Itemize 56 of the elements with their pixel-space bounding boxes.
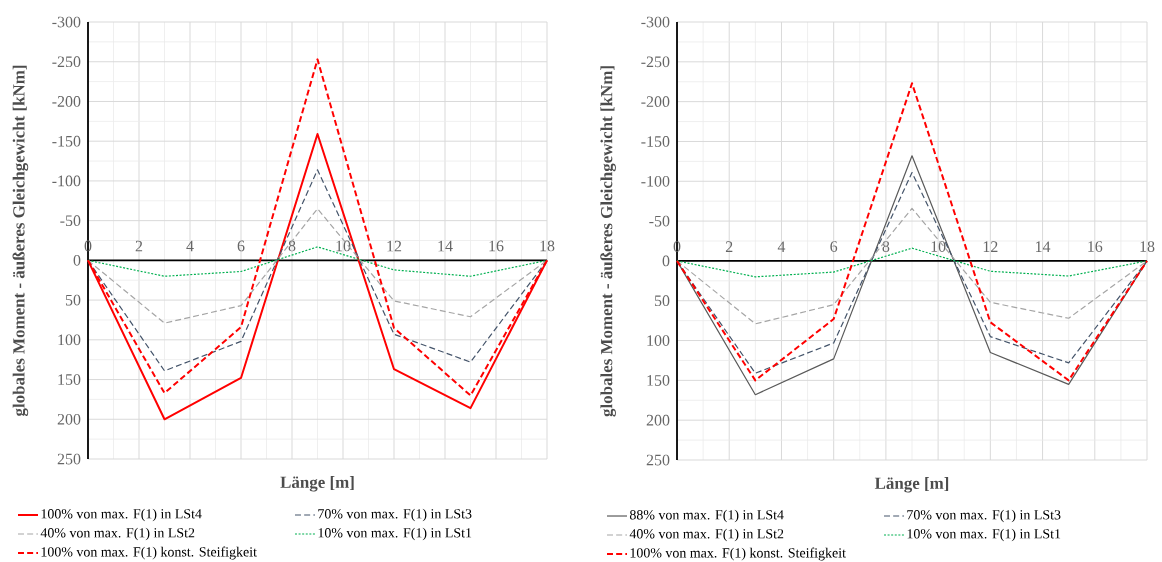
y-tick-label: 200	[57, 413, 81, 425]
legend-label: 40% von max. F(1) in LSt2	[40, 527, 195, 541]
x-axis-title: Länge [m]	[280, 476, 354, 492]
y-tick-label: -200	[641, 96, 670, 108]
y-tick-label: -50	[60, 215, 81, 227]
y-axis-title: globales Moment - äußeres Gleichgewicht [kNm]	[600, 66, 616, 417]
y-tick-label: -300	[52, 16, 81, 28]
x-tick-label: 10	[336, 240, 351, 252]
x-tick-label: 8	[288, 240, 296, 252]
x-tick-label: 8	[882, 241, 890, 252]
y-tick-label: -150	[641, 136, 670, 147]
y-tick-label: -100	[52, 175, 81, 187]
y-tick-label: -200	[52, 96, 81, 107]
x-tick-label: 6	[830, 241, 838, 252]
y-tick-label: 100	[647, 335, 670, 346]
y-tick-label: 250	[57, 453, 81, 465]
y-tick-label: 50	[654, 295, 670, 307]
legend-label: 70% von max. F(1) in LSt3	[318, 508, 472, 522]
y-tick-label: 0	[662, 255, 670, 267]
y-tick-label: -50	[649, 215, 670, 227]
y-tick-label: -150	[52, 135, 81, 147]
x-tick-label: 18	[1140, 241, 1155, 252]
legend-label: 40% von max. F(1) in LSt2	[629, 528, 784, 542]
x-tick-label: 16	[489, 240, 504, 252]
legend-label: 100% von max. F(1) in LSt4	[41, 508, 202, 522]
x-tick-label: 6	[237, 240, 245, 252]
y-tick-label: -300	[641, 16, 670, 28]
x-tick-label: 14	[1036, 241, 1051, 252]
x-axis-title: Länge [m]	[874, 477, 949, 493]
x-tick-label: 4	[777, 241, 786, 252]
y-tick-label: -250	[52, 56, 81, 68]
x-tick-label: 18	[540, 240, 555, 252]
x-tick-label: 4	[186, 240, 194, 252]
y-tick-label: 100	[58, 334, 81, 346]
y-tick-label: 250	[646, 454, 670, 466]
y-axis-title: globales Moment - äußeres Gleichgewicht [kNm]	[12, 65, 29, 417]
x-tick-label: 12	[387, 240, 402, 252]
x-tick-label: 2	[135, 240, 143, 252]
x-tick-label: 16	[1088, 241, 1103, 252]
y-tick-label: 150	[647, 375, 670, 386]
x-tick-label: 10	[931, 241, 946, 252]
legend-label: 10% von max. F(1) in LSt1	[907, 528, 1061, 542]
y-tick-label: 200	[646, 414, 670, 426]
y-tick-label: 0	[73, 255, 81, 266]
legend-label: 100% von max. F(1) konst. Steifigkeit	[41, 546, 257, 560]
x-tick-label: 14	[438, 240, 453, 252]
y-tick-label: 50	[65, 294, 81, 306]
legend-label: 88% von max. F(1) in LSt4	[629, 509, 784, 523]
y-tick-label: 150	[58, 374, 81, 385]
x-tick-label: 12	[983, 241, 998, 252]
x-tick-label: 2	[725, 241, 733, 252]
y-tick-label: -100	[641, 175, 670, 187]
legend-label: 70% von max. F(1) in LSt3	[907, 509, 1061, 523]
legend-label: 100% von max. F(1) konst. Steifigkeit	[630, 547, 846, 561]
y-tick-label: -250	[641, 56, 670, 68]
legend-label: 10% von max. F(1) in LSt1	[318, 527, 472, 541]
